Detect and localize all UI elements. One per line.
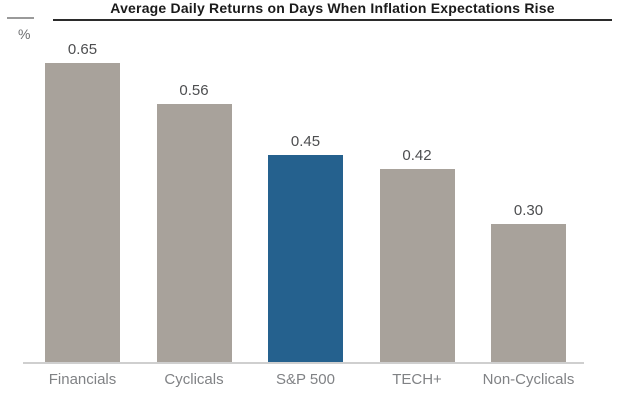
y-axis-tick [7,17,34,19]
value-label-tech-: 0.42 [402,147,432,164]
x-axis-line [23,362,584,364]
value-label-non-cyclicals: 0.30 [513,202,544,219]
bar-non-cyclicals [491,224,566,362]
bar-financials [45,63,120,362]
category-label-cyclicals: Cyclicals [164,371,224,388]
chart-title-block: Average Daily Returns on Days When Infla… [53,0,612,21]
chart-title: Average Daily Returns on Days When Infla… [110,0,555,16]
category-label-financials: Financials [48,371,117,388]
y-axis-unit-label: % [18,26,31,42]
bar-s-p-500 [268,155,343,362]
bar-tech- [379,169,455,362]
value-label-financials: 0.65 [67,41,98,58]
category-label-non-cyclicals: Non-Cyclicals [482,371,575,388]
category-label-tech-: TECH+ [392,371,442,388]
bar-cyclicals [156,104,232,362]
value-label-cyclicals: 0.56 [179,82,209,99]
category-label-s-p-500: S&P 500 [276,371,335,388]
value-label-s-p-500: 0.45 [290,133,321,150]
